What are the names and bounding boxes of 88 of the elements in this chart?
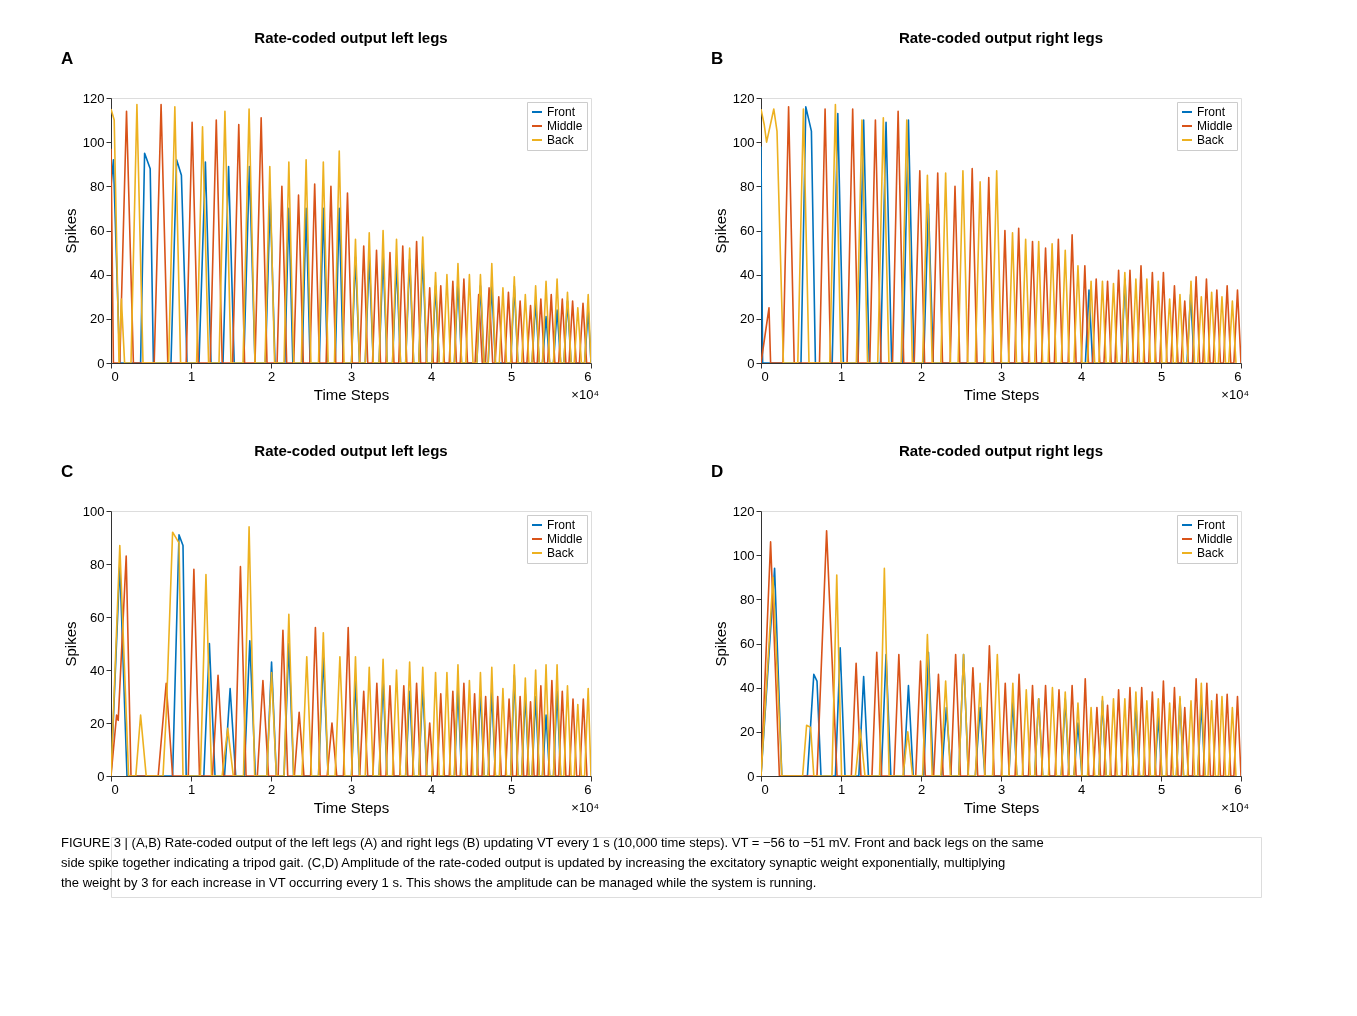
y-tick-label: 60: [90, 609, 105, 625]
y-tick-label: 0: [747, 355, 755, 371]
text: ×10⁴: [1221, 800, 1249, 815]
text: B: [711, 49, 724, 68]
y-tick-label: 20: [90, 311, 105, 327]
y-tick-label: 100: [82, 503, 105, 519]
legend-label: Back: [547, 546, 575, 560]
chart-title: Rate-coded output right legs: [898, 29, 1104, 46]
y-tick-label: 20: [740, 311, 755, 327]
y-tick-label: 20: [740, 724, 755, 740]
x-tick-label: 2: [917, 368, 926, 384]
y-axis-title: Spikes: [61, 208, 79, 254]
x-tick-label: 6: [1234, 368, 1242, 384]
legend-label: Middle: [1197, 532, 1233, 546]
x-tick-label: 4: [427, 368, 436, 384]
text: A: [61, 49, 74, 68]
x-tick-label: 3: [997, 368, 1006, 384]
y-tick-label: 100: [82, 134, 105, 150]
x-tick-label: 6: [1234, 781, 1242, 797]
text: C: [61, 462, 74, 481]
legend-label: Back: [547, 133, 575, 147]
x-tick-label: 1: [837, 781, 846, 797]
x-tick-label: 5: [507, 368, 516, 384]
y-tick-label: 40: [740, 680, 755, 696]
legend-label: Front: [1197, 105, 1226, 119]
y-axis-title: Spikes: [61, 621, 79, 667]
y-tick-label: 0: [97, 768, 105, 784]
legend-label: Front: [547, 518, 576, 532]
y-tick-label: 80: [90, 556, 105, 572]
x-tick-label: 3: [347, 368, 356, 384]
x-tick-label: 6: [584, 781, 592, 797]
y-tick-label: 60: [740, 223, 755, 238]
text: ×10⁴: [571, 800, 599, 815]
chart-title: Rate-coded output left legs: [254, 29, 448, 46]
y-tick-label: 120: [732, 503, 755, 519]
y-tick-label: 40: [90, 662, 105, 678]
x-tick-label: 3: [997, 781, 1006, 797]
x-tick-label: 1: [187, 781, 196, 797]
y-tick-label: 20: [90, 715, 105, 731]
x-tick-label: 5: [1157, 368, 1166, 384]
x-tick-label: 4: [427, 781, 436, 797]
legend-label: Middle: [547, 119, 583, 133]
y-tick-label: 100: [732, 134, 755, 150]
x-tick-label: 1: [837, 368, 846, 384]
chart-title: Rate-coded output right legs: [898, 442, 1104, 459]
y-tick-label: 120: [82, 90, 105, 106]
caption: FIGURE 3 | (A,B) Rate-coded output of the left legs (A) and right legs (B) updating VT every 1 s (10,000 time steps). VT = −56 to −51 mV. Front and back legs on the same side spike together indicating a tripod gait. (C,D) Amplitude of the rate-coded output is updated by increasing the excitatory synaptic weight exponentially, multiplying the weight by 3 for each increase in VT occurring every 1 s. This shows the amplitude can be managed while the system is running.: [61, 835, 1044, 890]
x-tick-label: 5: [507, 781, 516, 797]
x-tick-label: 0: [761, 781, 769, 797]
x-tick-label: 4: [1077, 368, 1086, 384]
y-tick-label: 80: [90, 178, 105, 194]
x-tick-label: 0: [111, 368, 119, 384]
x-tick-label: 2: [267, 368, 276, 384]
legend-label: Front: [547, 105, 576, 119]
y-tick-label: 60: [90, 223, 105, 238]
y-tick-label: 0: [97, 355, 105, 371]
text: ×10⁴: [571, 387, 599, 402]
y-axis-title: Spikes: [711, 208, 729, 254]
x-tick-label: 0: [761, 368, 769, 384]
y-tick-label: 40: [90, 267, 105, 283]
x-tick-label: 2: [267, 781, 276, 797]
y-tick-label: 100: [732, 547, 755, 563]
x-axis-title: Time Steps: [963, 385, 1040, 403]
legend-label: Middle: [1197, 119, 1233, 133]
y-tick-label: 40: [740, 267, 755, 283]
x-axis-title: Time Steps: [313, 385, 390, 403]
y-tick-label: 80: [740, 178, 755, 194]
x-tick-label: 2: [917, 781, 926, 797]
x-axis-title: Time Steps: [963, 798, 1040, 816]
chart-title: Rate-coded output left legs: [254, 442, 448, 459]
y-axis-title: Spikes: [711, 621, 729, 667]
legend-label: Front: [1197, 518, 1226, 532]
x-tick-label: 5: [1157, 781, 1166, 797]
x-tick-label: 4: [1077, 781, 1086, 797]
x-tick-label: 6: [584, 368, 592, 384]
y-tick-label: 60: [740, 636, 755, 651]
y-tick-label: 80: [740, 591, 755, 607]
text: ×10⁴: [1221, 387, 1249, 402]
y-tick-label: 120: [732, 90, 755, 106]
x-tick-label: 1: [187, 368, 196, 384]
x-axis-title: Time Steps: [313, 798, 390, 816]
legend-label: Back: [1197, 133, 1225, 147]
legend-label: Middle: [547, 532, 583, 546]
text: D: [711, 462, 724, 481]
x-tick-label: 0: [111, 781, 119, 797]
x-tick-label: 3: [347, 781, 356, 797]
legend-label: Back: [1197, 546, 1225, 560]
y-tick-label: 0: [747, 768, 755, 784]
